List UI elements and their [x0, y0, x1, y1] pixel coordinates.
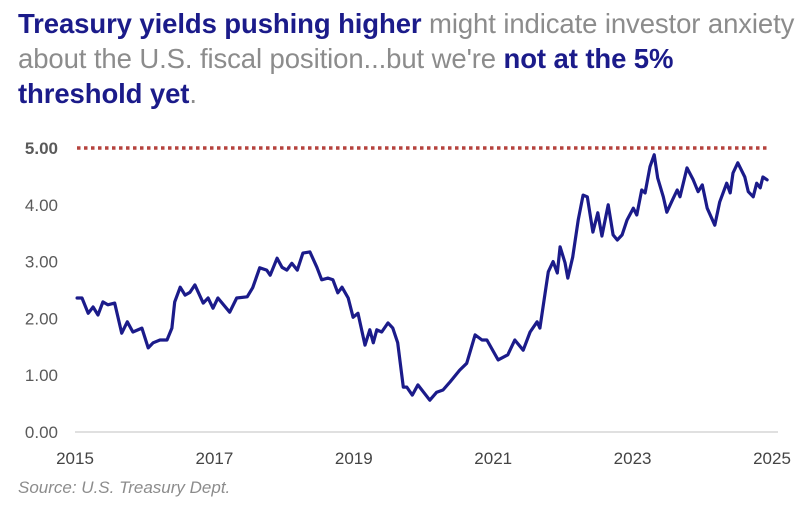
y-tick-label: 1.00 [25, 366, 58, 385]
source-note: Source: U.S. Treasury Dept. [18, 478, 231, 497]
yield-series-line [75, 153, 769, 402]
y-tick-label: 4.00 [25, 196, 58, 215]
y-tick-label: 0.00 [25, 423, 58, 442]
x-tick-label: 2021 [474, 449, 512, 468]
x-tick-label: 2023 [614, 449, 652, 468]
y-tick-label: 3.00 [25, 253, 58, 272]
headline-text-4: . [189, 78, 197, 109]
x-tick-label: 2017 [195, 449, 233, 468]
x-tick-label: 2019 [335, 449, 373, 468]
chart-headline: Treasury yields pushing higher might ind… [18, 6, 798, 111]
headline-text-2: might indicate investor anxiety about th… [18, 8, 795, 74]
threshold-label: 5.00 [25, 139, 58, 158]
y-tick-label: 2.00 [25, 309, 58, 328]
headline-bold-1: Treasury yields pushing higher [18, 8, 422, 39]
x-tick-label: 2025 [753, 449, 791, 468]
headline-bold-3: not at the 5% threshold yet [18, 43, 674, 109]
x-tick-label: 2015 [56, 449, 94, 468]
